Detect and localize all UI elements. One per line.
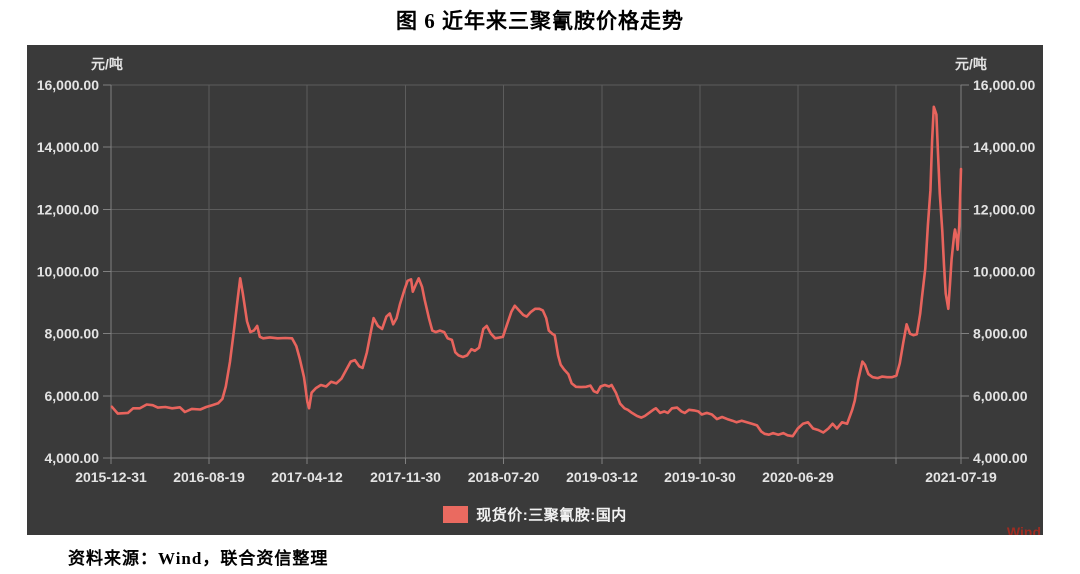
y-tick-label-right: 16,000.00 (973, 77, 1035, 93)
legend-swatch (443, 505, 469, 523)
legend-label: 现货价:三聚氰胺:国内 (476, 506, 627, 524)
y-tick-label-left: 6,000.00 (45, 388, 100, 404)
unit-label-right: 元/吨 (955, 56, 987, 72)
y-tick-label-right: 14,000.00 (973, 139, 1035, 155)
x-tick-label: 2019-10-30 (664, 469, 736, 485)
x-tick-label: 2017-11-30 (370, 469, 441, 485)
y-tick-label-left: 16,000.00 (37, 77, 99, 93)
x-tick-label: 2015-12-31 (75, 469, 147, 485)
chart-legend: 现货价:三聚氰胺:国内 (27, 504, 1043, 524)
y-tick-label-left: 8,000.00 (45, 326, 100, 342)
x-tick-label: 2016-08-19 (173, 469, 245, 485)
x-tick-label: 2019-03-12 (566, 469, 638, 485)
y-tick-label-left: 4,000.00 (45, 450, 100, 466)
x-tick-label: 2021-07-19 (925, 469, 997, 485)
chart-panel: 16,000.00 16,000.00 14,000.00 14,000.00 12,0… (27, 45, 1043, 535)
price-line (110, 105, 963, 438)
y-tick-label-left: 14,000.00 (37, 139, 99, 155)
y-tick-label-left: 10,000.00 (37, 264, 99, 280)
price-line-chart: 16,000.00 16,000.00 14,000.00 14,000.00 12,0… (37, 56, 1036, 485)
y-tick-label-left: 12,000.00 (37, 201, 99, 217)
x-tick-label: 2018-07-20 (468, 469, 540, 485)
source-note: 资料来源：Wind，联合资信整理 (68, 549, 329, 568)
x-tick-label: 2017-04-12 (271, 469, 343, 485)
wind-watermark: Wind (1006, 524, 1041, 535)
y-tick-label-right: 12,000.00 (973, 201, 1035, 217)
figure-title: 图 6 近年来三聚氰胺价格走势 (396, 9, 684, 33)
y-tick-label-right: 4,000.00 (973, 450, 1028, 466)
y-tick-label-right: 6,000.00 (973, 388, 1028, 404)
unit-label-left: 元/吨 (91, 56, 123, 72)
y-tick-label-right: 10,000.00 (973, 264, 1035, 280)
x-tick-label: 2020-06-29 (762, 469, 834, 485)
y-tick-label-right: 8,000.00 (973, 326, 1028, 342)
